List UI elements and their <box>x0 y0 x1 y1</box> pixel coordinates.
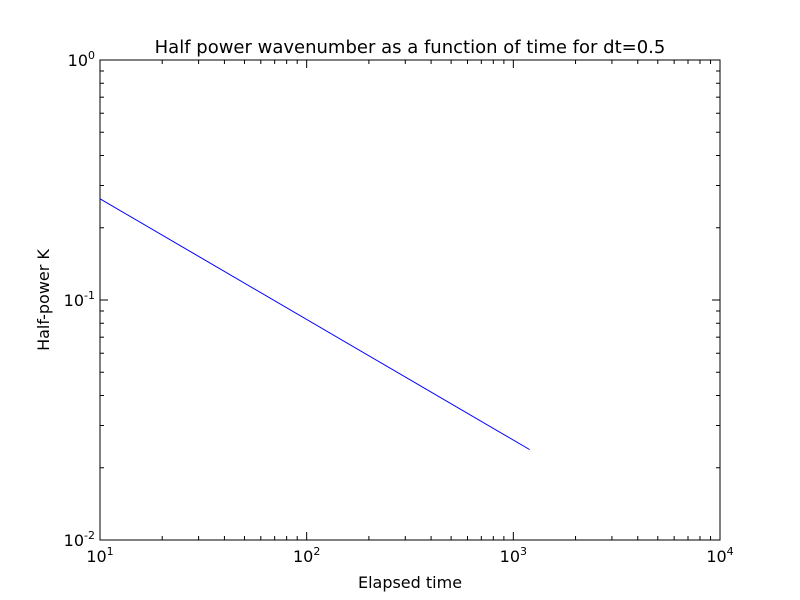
y-tick-label-2: 100 <box>68 49 95 70</box>
y-tick-label-1: 10-1 <box>64 289 95 310</box>
x-axis-label: Elapsed time <box>358 573 462 592</box>
plot-frame <box>99 59 721 541</box>
x-tick-label-0: 101 <box>86 545 113 566</box>
major-ticks <box>99 59 721 541</box>
y-axis-label: Half-power K <box>34 249 53 351</box>
x-tick-label-3: 104 <box>706 545 733 566</box>
series-line-0 <box>99 198 530 451</box>
y-tick-label-0: 10-2 <box>64 529 95 550</box>
minor-ticks <box>100 60 720 540</box>
x-tick-label-1: 102 <box>293 545 320 566</box>
x-tick-labels: 101 102 103 104 <box>86 545 733 566</box>
series-group <box>99 198 530 451</box>
chart-title: Half power wavenumber as a function of t… <box>155 37 666 58</box>
x-tick-label-2: 103 <box>500 545 527 566</box>
y-tick-labels: 10-2 10-1 100 <box>64 49 95 550</box>
plot-area <box>99 59 721 541</box>
